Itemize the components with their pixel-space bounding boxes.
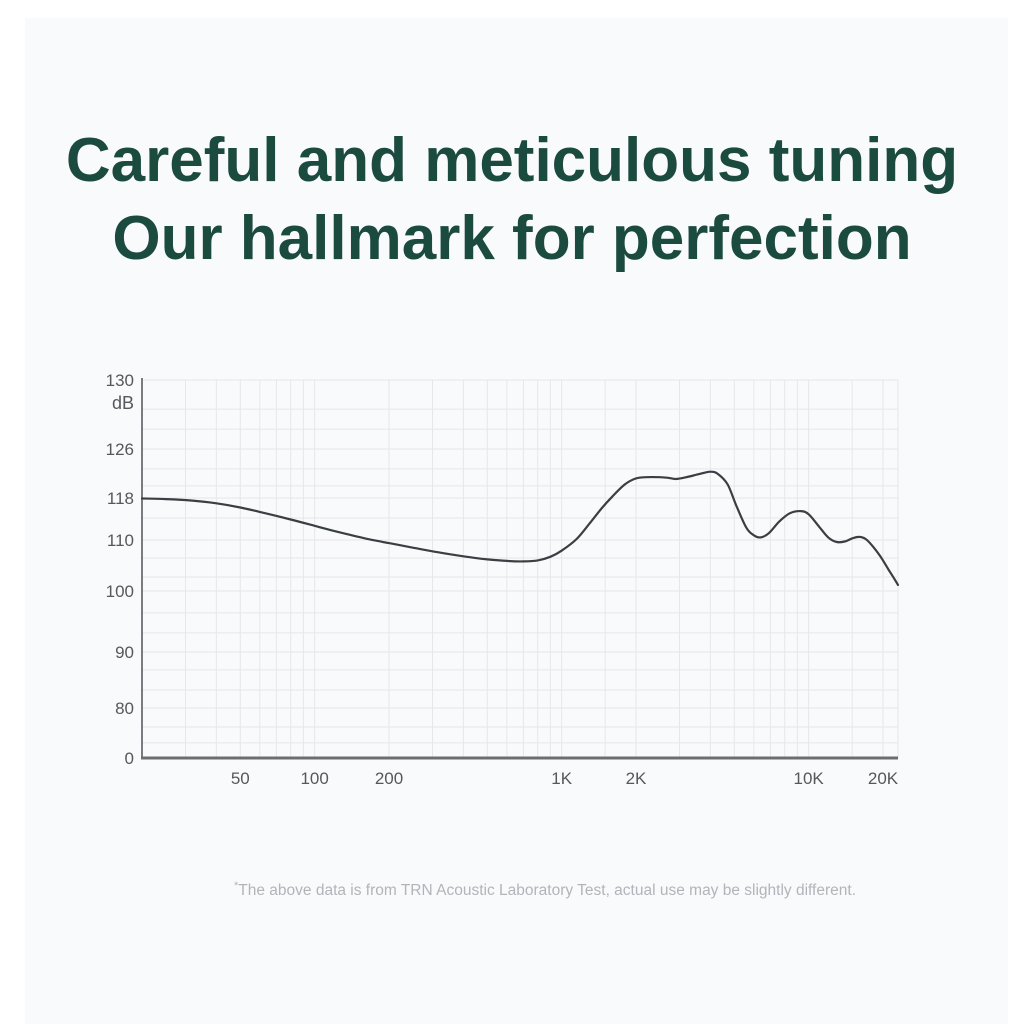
x-tick-label: 20K bbox=[868, 769, 899, 788]
page-title-line-1: Careful and meticulous tuning bbox=[65, 126, 959, 195]
x-tick-label: 100 bbox=[300, 769, 328, 788]
y-tick-label: 110 bbox=[107, 531, 134, 550]
page-title-line-2: Our hallmark for perfection bbox=[112, 204, 912, 273]
y-axis-unit-label: dB bbox=[112, 393, 134, 413]
frequency-response-curve bbox=[140, 470, 900, 586]
page-title: Careful and meticulous tuning Our hallma… bbox=[0, 122, 1024, 278]
x-tick-label: 2K bbox=[626, 769, 647, 788]
y-tick-label: 80 bbox=[115, 699, 134, 718]
x-tick-label: 1K bbox=[551, 769, 572, 788]
frequency-response-chart-svg: 130 126 118 110 100 90 80 0 dB 50 100 200 1K 2K 10K 20K bbox=[106, 371, 900, 788]
x-tick-label: 50 bbox=[231, 769, 250, 788]
y-tick-label: 0 bbox=[125, 749, 134, 768]
y-tick-label: 100 bbox=[106, 582, 134, 601]
content-panel bbox=[25, 18, 1008, 1024]
footnote: *The above data is from TRN Acoustic Lab… bbox=[234, 880, 856, 900]
footnote-asterisk: * bbox=[233, 880, 239, 892]
y-tick-label: 126 bbox=[106, 440, 134, 459]
x-tick-label: 200 bbox=[375, 769, 403, 788]
x-tick-label: 10K bbox=[794, 769, 825, 788]
y-tick-label: 130 bbox=[106, 371, 134, 390]
frequency-response-chart: 130 126 118 110 100 90 80 0 dB 50 100 200 1K 2K 10K 20K bbox=[90, 368, 920, 800]
footnote-text: The above data is from TRN Acoustic Labo… bbox=[238, 882, 857, 900]
y-tick-label: 118 bbox=[107, 489, 134, 508]
y-tick-label: 90 bbox=[115, 643, 134, 662]
